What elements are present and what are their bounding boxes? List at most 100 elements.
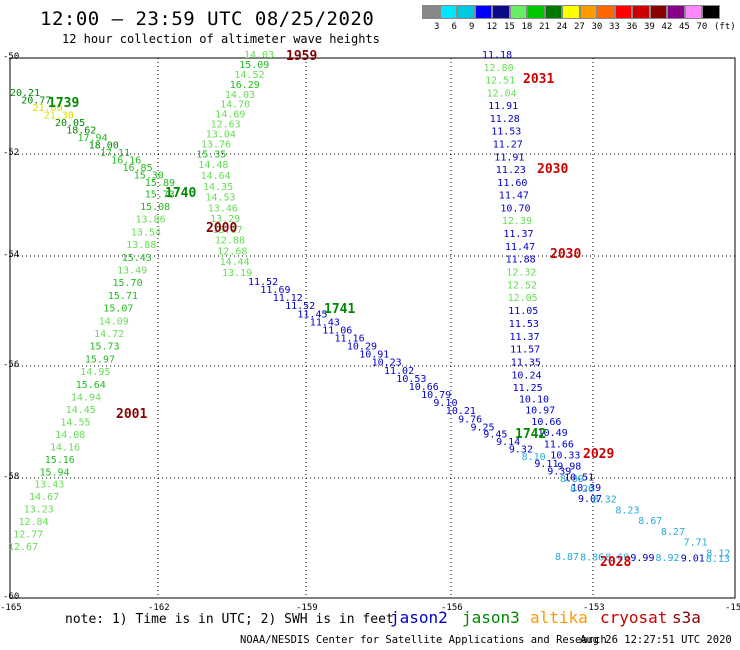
- colorbar-swatch: [597, 5, 615, 19]
- legend-item-jason2: jason2: [390, 608, 448, 627]
- swh-value: 15.70: [113, 278, 143, 289]
- pass-time-label: 2028: [600, 555, 631, 570]
- swh-value: 15.43: [122, 253, 152, 264]
- swh-value: 14.94: [71, 393, 101, 404]
- swh-value: 10.39: [571, 483, 601, 494]
- colorbar-label: 15: [504, 22, 515, 32]
- colorbar-labels: 3 6 9 12 15 18 21 24 27 30 33 36 39 42 45 70 (ft): [422, 22, 740, 34]
- swh-value: 15.89: [145, 178, 175, 189]
- swh-value: 13.19: [222, 268, 252, 279]
- swh-value: 15.94: [40, 467, 70, 478]
- swh-value: 10.49: [538, 428, 568, 439]
- swh-value: 14.48: [198, 160, 228, 171]
- swh-value: 8.86: [580, 552, 604, 563]
- longitude-label: -150: [725, 603, 740, 613]
- swh-value: 11.02: [384, 366, 414, 377]
- swh-value: 14.03: [244, 50, 274, 61]
- swh-value: 14.52: [234, 70, 264, 81]
- colorbar-label: 70: [696, 22, 708, 32]
- swh-value: 12.88: [215, 236, 245, 247]
- pass-time-label: 1741: [324, 302, 355, 317]
- swh-value: 9.07: [578, 494, 602, 505]
- swh-value: 14.95: [80, 367, 110, 378]
- swh-value: 10.23: [372, 358, 402, 369]
- swh-value: 9.14: [496, 437, 520, 448]
- swh-value: 11.37: [510, 332, 540, 343]
- pass-time-label: 2031: [523, 72, 554, 87]
- swh-value: 8.87: [555, 552, 579, 563]
- swh-value: 13.29: [210, 214, 240, 225]
- swh-value: 13.49: [117, 266, 147, 277]
- swh-value: 12.04: [487, 88, 517, 99]
- colorbar-label: 6: [451, 22, 457, 32]
- colorbar-swatch: [544, 5, 562, 19]
- swh-value: 10.33: [550, 451, 580, 462]
- swh-value: 15.71: [108, 291, 138, 302]
- swh-value: 12.68: [217, 246, 247, 257]
- swh-value: 14.64: [201, 171, 231, 182]
- credit-line: NOAA/NESDIS Center for Satellite Applica…: [240, 634, 607, 646]
- swh-value: 9.45: [483, 430, 507, 441]
- colorbar-label: 24: [556, 22, 568, 32]
- swh-value: 9.39: [547, 467, 571, 478]
- swh-value: 8.32: [593, 495, 617, 506]
- legend-item-cryosat: cryosat: [600, 608, 668, 627]
- swh-value: 12.84: [19, 517, 49, 528]
- swh-value: 11.53: [509, 319, 539, 330]
- swh-value: 13.88: [126, 240, 156, 251]
- swh-value: 8.99: [560, 474, 584, 485]
- swh-value: 21.30: [44, 111, 74, 122]
- colorbar-swatch: [492, 5, 510, 19]
- swh-value: 11.25: [513, 383, 543, 394]
- swh-value: 14.08: [55, 430, 85, 441]
- swh-value: 10.10: [519, 394, 549, 405]
- swh-value: 10.29: [347, 342, 377, 353]
- swh-value: 13.04: [206, 130, 236, 141]
- swh-value: 15.30: [134, 171, 164, 182]
- pass-time-label: 1742: [515, 427, 546, 442]
- swh-value: 20.77: [21, 96, 51, 107]
- swh-value: 13.46: [208, 203, 238, 214]
- swh-value: 10.79: [421, 390, 451, 401]
- colorbar-label: 3: [434, 22, 440, 32]
- swh-value: 13.86: [136, 215, 166, 226]
- swh-value: 21.00: [33, 103, 63, 114]
- swh-value: 12.51: [485, 76, 515, 87]
- footnote: note: 1) Time is in UTC; 2) SWH is in fe…: [65, 612, 394, 627]
- swh-value: 11.05: [508, 306, 538, 317]
- swh-value: 8.27: [661, 527, 685, 538]
- swh-value: 11.52: [285, 301, 315, 312]
- swh-value: 8.92: [656, 553, 680, 564]
- swh-value: 9.11: [534, 459, 558, 470]
- swh-value: 17.94: [78, 133, 108, 144]
- swh-value: 18.62: [66, 126, 96, 137]
- swh-value: 11.69: [260, 285, 290, 296]
- swh-value: 9.25: [471, 422, 495, 433]
- swh-value: 15.07: [103, 304, 133, 315]
- longitude-label: -156: [441, 603, 463, 613]
- swh-value: 14.09: [99, 316, 129, 327]
- swh-value: 9.76: [458, 414, 482, 425]
- swh-value: 11.45: [297, 309, 327, 320]
- pass-time-label: 2001: [116, 407, 147, 422]
- colorbar-swatch: [614, 5, 632, 19]
- swh-value: 13.23: [24, 505, 54, 516]
- latitude-label: -52: [3, 148, 20, 158]
- swh-value: 12.52: [507, 280, 537, 291]
- colorbar-label: 36: [626, 22, 638, 32]
- swh-value: 11.47: [505, 242, 535, 253]
- swh-value: 11.91: [494, 152, 524, 163]
- colorbar-label: 33: [609, 22, 620, 32]
- swh-value: 16.29: [230, 80, 260, 91]
- colorbar-label: 39: [644, 22, 655, 32]
- latitude-label: -60: [3, 592, 20, 602]
- swh-value: 11.91: [488, 101, 518, 112]
- swh-value: 8.10: [522, 452, 546, 463]
- latitude-label: -58: [3, 472, 20, 482]
- colorbar-swatch: [457, 5, 475, 19]
- swh-value: 12.39: [502, 216, 532, 227]
- swh-value: 11.66: [544, 439, 574, 450]
- swh-value: 12.63: [211, 120, 241, 131]
- latitude-label: -56: [3, 360, 20, 370]
- legend-item-altika: altika: [530, 608, 588, 627]
